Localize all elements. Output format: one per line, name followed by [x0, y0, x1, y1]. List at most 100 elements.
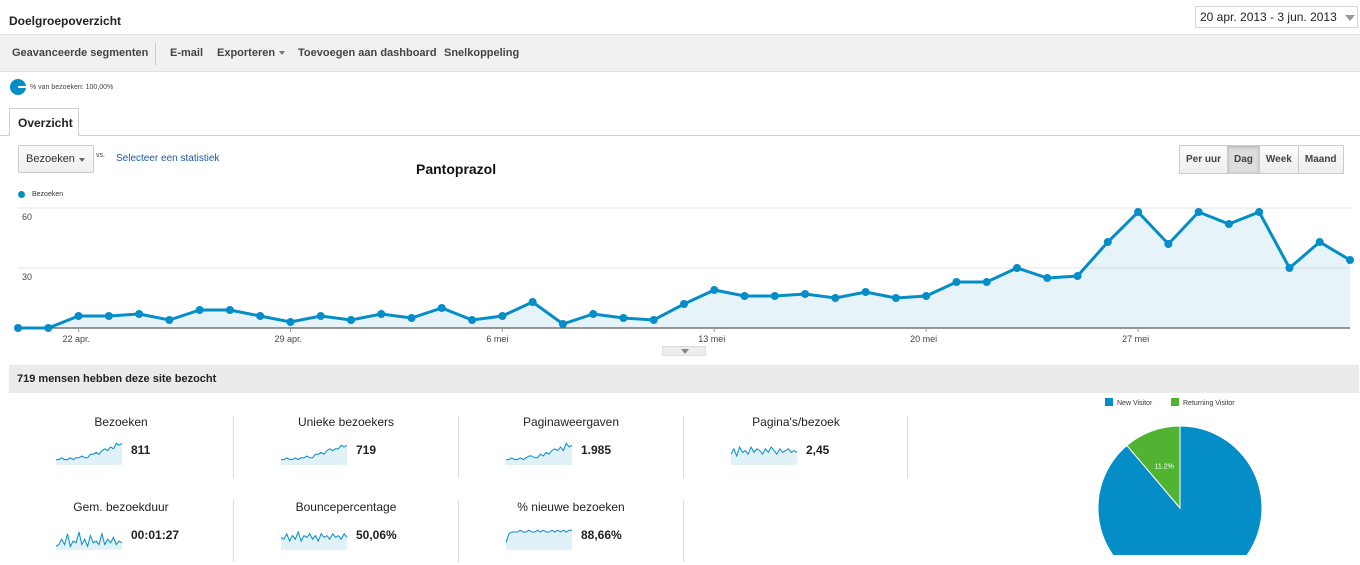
metric-select[interactable]: Bezoeken	[18, 145, 94, 173]
page-title: Doelgroepoverzicht	[9, 14, 122, 28]
y-tick-label: 60	[22, 212, 32, 222]
kpi-label: Gem. bezoekduur	[73, 500, 169, 514]
chart-point	[316, 312, 325, 320]
export-button[interactable]: Exporteren	[217, 47, 286, 59]
chart-point	[740, 292, 749, 300]
chart-point	[377, 310, 386, 318]
kpi-sparkline	[731, 445, 797, 465]
chart-point	[558, 320, 567, 328]
chart-point	[770, 292, 779, 300]
chart-point	[1285, 264, 1294, 272]
chart-point	[922, 292, 931, 300]
chart-point	[14, 324, 22, 332]
segment-pie-icon	[10, 79, 26, 95]
shortcut-button[interactable]: Snelkoppeling	[444, 47, 520, 59]
chart-point	[1073, 272, 1082, 280]
chart-point	[861, 288, 870, 296]
period-day-button[interactable]: Dag	[1227, 145, 1260, 174]
tab-overview[interactable]: Overzicht	[9, 108, 79, 136]
kpi-avg-visit-duration[interactable]: Gem. bezoekduur 00:01:27	[9, 500, 233, 565]
chart-point	[286, 318, 295, 326]
export-label: Exporteren	[217, 47, 276, 59]
select-statistic-link[interactable]: Selecteer een statistiek	[116, 153, 220, 164]
kpi-percent-new-visits[interactable]: % nieuwe bezoeken 88,66%	[459, 500, 683, 565]
period-month-button[interactable]: Maand	[1297, 145, 1344, 174]
kpi-sparkline	[281, 444, 347, 465]
kpi-pageviews[interactable]: Paginaweergaven 1.985	[459, 415, 683, 480]
chart-point	[1194, 208, 1203, 216]
toolbar-divider	[155, 43, 156, 65]
chart-point	[891, 294, 900, 302]
kpi-label: Pagina's/bezoek	[752, 415, 840, 429]
chart-point	[135, 310, 144, 318]
kpi-label: Paginaweergaven	[522, 415, 620, 429]
kpi-sparkline	[56, 442, 122, 465]
chart-point	[1043, 274, 1052, 282]
pie-slice	[1126, 425, 1181, 510]
kpi-value: 719	[356, 443, 377, 457]
kpi-visits[interactable]: Bezoeken 811	[9, 415, 233, 480]
chart-point	[1224, 220, 1233, 228]
pie-legend-new: New Visitor	[1105, 398, 1152, 407]
chart-point	[589, 310, 598, 318]
add-to-dashboard-button[interactable]: Toevoegen aan dashboard	[298, 47, 437, 59]
kpi-label: % nieuwe bezoeken	[517, 500, 625, 514]
chart-point	[982, 278, 991, 286]
chart-point	[165, 316, 174, 324]
chart-point	[801, 290, 810, 298]
chart-point	[1255, 208, 1264, 216]
chart-point	[1103, 238, 1112, 246]
chart-collapse-handle[interactable]	[662, 346, 706, 356]
kpi-unique-visitors[interactable]: Unieke bezoekers 719	[234, 415, 458, 480]
chart-gridlines	[18, 207, 1350, 329]
email-button[interactable]: E-mail	[170, 47, 204, 59]
date-range-text: 20 apr. 2013 - 3 jun. 2013	[1200, 10, 1337, 24]
kpi-divider	[683, 416, 684, 478]
advanced-segments-button[interactable]: Geavanceerde segmenten	[12, 47, 149, 59]
kpi-value: 1.985	[581, 443, 612, 457]
date-range-picker[interactable]: 20 apr. 2013 - 3 jun. 2013	[1195, 6, 1358, 28]
chart-point	[256, 312, 265, 320]
chart-y-ticks: 30 60	[22, 212, 32, 282]
period-week-button[interactable]: Week	[1258, 145, 1299, 174]
chart-point	[1315, 238, 1324, 246]
chart-point	[831, 294, 840, 302]
kpi-value: 811	[131, 443, 151, 457]
x-tick-label: 13 mei	[698, 334, 725, 344]
chart-point	[104, 312, 113, 320]
pie-legend-returning-label: Returning Visitor	[1183, 400, 1235, 407]
chart-annotation-title: Pantoprazol	[416, 161, 497, 177]
kpi-pages-per-visit[interactable]: Pagina's/bezoek 2,45	[684, 415, 908, 480]
chart-point	[225, 306, 234, 314]
x-tick-label: 22 apr.	[63, 334, 91, 344]
period-toggle-group: Per uur Dag Week Maand	[1179, 145, 1344, 174]
kpi-bounce-rate[interactable]: Bouncepercentage 50,06%	[234, 500, 458, 565]
x-tick-label: 27 mei	[1122, 334, 1149, 344]
kpi-value: 88,66%	[581, 528, 622, 542]
chart-point	[195, 306, 204, 314]
summary-title: 719 mensen hebben deze site bezocht	[9, 365, 1359, 393]
chart-area-fill	[18, 212, 1350, 328]
legend-dot-icon	[18, 191, 25, 198]
chart-legend-label: Bezoeken	[32, 191, 64, 198]
kpi-sparkline	[281, 530, 347, 550]
period-hourly-button[interactable]: Per uur	[1179, 145, 1229, 174]
caret-down-icon	[279, 51, 286, 56]
y-tick-label: 30	[22, 272, 32, 282]
chart-point	[952, 278, 961, 286]
pie-legend-returning: Returning Visitor	[1171, 398, 1235, 407]
chart-point	[1346, 256, 1354, 264]
kpi-divider	[458, 500, 459, 562]
kpi-label: Bezoeken	[94, 415, 148, 429]
x-tick-label: 20 mei	[910, 334, 937, 344]
legend-swatch	[1171, 398, 1179, 406]
kpi-value: 00:01:27	[131, 528, 180, 542]
kpi-divider	[907, 416, 908, 478]
chart-point	[468, 316, 477, 324]
metric-select-label: Bezoeken	[26, 153, 75, 165]
chart-point	[649, 316, 658, 324]
chart-point	[74, 312, 83, 320]
kpi-sparkline	[506, 442, 572, 465]
chart-point	[619, 314, 628, 322]
chart-point	[1164, 240, 1173, 248]
